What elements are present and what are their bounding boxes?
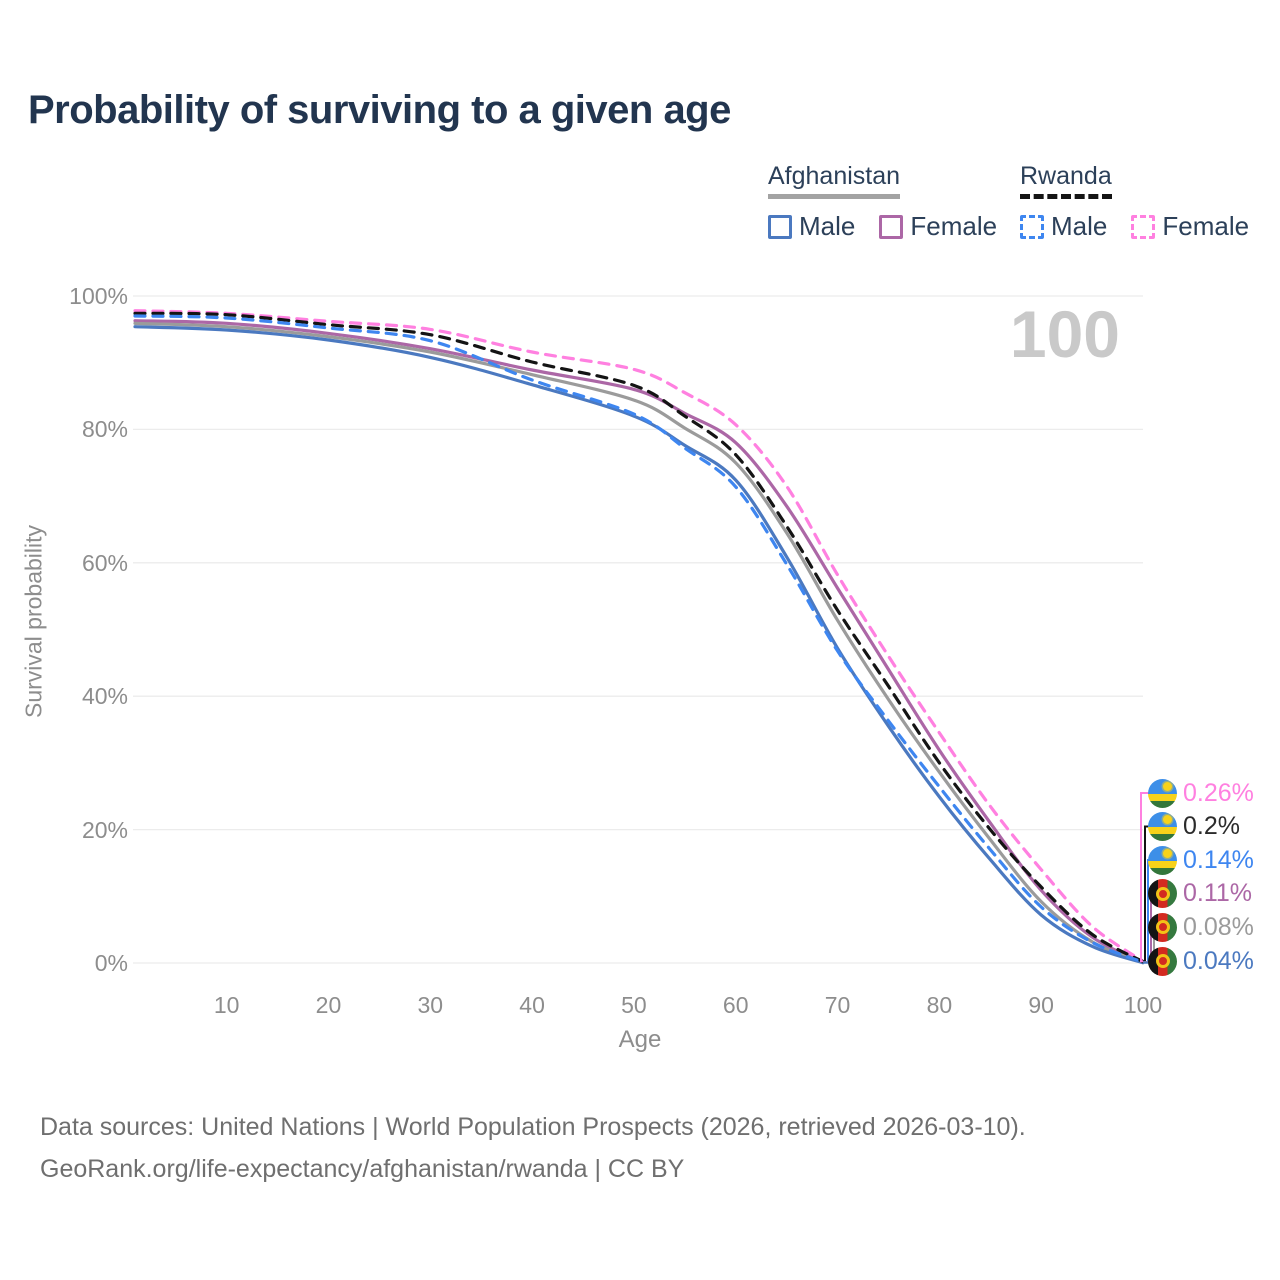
age-watermark: 100 xyxy=(1009,297,1120,371)
leader-line xyxy=(1140,792,1150,963)
legend-item-label: Female xyxy=(910,211,998,241)
y-tick-label: 40% xyxy=(81,683,128,710)
rwanda-flag-icon xyxy=(1148,778,1177,808)
legend-item-label: Male xyxy=(799,211,856,241)
end-label-row[interactable]: 0.08% xyxy=(1148,910,1254,944)
footer-attribution: GeoRank.org/life-expectancy/afghanistan/… xyxy=(40,1155,685,1183)
x-axis-title: Age xyxy=(618,1026,662,1053)
x-tick-label: 10 xyxy=(213,992,240,1018)
x-tick-label: 20 xyxy=(315,992,342,1018)
series-line-rwanda-female[interactable] xyxy=(133,309,1145,963)
legend-swatch-icon xyxy=(879,214,904,239)
legend-item-label: Female xyxy=(1162,211,1250,241)
legend-swatch-icon xyxy=(1131,214,1156,239)
end-label-row[interactable]: 0.14% xyxy=(1148,843,1254,877)
legend-group-afghanistan: Afghanistan Male Female xyxy=(768,162,997,242)
legend-group-rwanda: Rwanda Male Female xyxy=(1020,162,1249,242)
legend-items: Male Female xyxy=(768,211,997,242)
legend-linestyle-dashed xyxy=(1020,194,1112,199)
series-line-afghanistan-female[interactable] xyxy=(133,319,1145,964)
end-value: 0.14% xyxy=(1183,845,1254,874)
end-value: 0.04% xyxy=(1183,946,1254,975)
series-line-rwanda-total[interactable] xyxy=(133,311,1145,964)
end-value: 0.08% xyxy=(1183,912,1254,941)
series-line-afghanistan-male[interactable] xyxy=(133,325,1145,965)
x-tick-label: 90 xyxy=(1028,992,1054,1018)
footer: Data sources: United Nations | World Pop… xyxy=(40,1106,1026,1190)
rwanda-flag-icon xyxy=(1148,845,1177,875)
footer-data-sources: Data sources: United Nations | World Pop… xyxy=(40,1113,1026,1141)
legend-country-rwanda[interactable]: Rwanda xyxy=(1020,162,1112,199)
legend-item-rwanda-female[interactable]: Female xyxy=(1131,211,1249,242)
end-label-row[interactable]: 0.11% xyxy=(1148,877,1252,911)
legend-swatch-icon xyxy=(768,214,792,239)
legend-item-label: Male xyxy=(1051,211,1108,241)
legend-swatch-icon xyxy=(1020,214,1044,239)
afghanistan-flag-icon xyxy=(1148,879,1177,908)
page-title: Probability of surviving to a given age xyxy=(28,88,731,132)
y-axis-title: Survival probability xyxy=(20,524,47,719)
legend-items: Male Female xyxy=(1020,211,1249,242)
x-tick-label: 40 xyxy=(519,992,545,1018)
x-tick-label: 50 xyxy=(621,992,647,1018)
end-label-row[interactable]: 0.2% xyxy=(1148,810,1240,844)
end-value: 0.26% xyxy=(1183,778,1254,807)
legend-country-afghanistan[interactable]: Afghanistan xyxy=(768,162,901,199)
afghanistan-flag-icon xyxy=(1148,912,1177,942)
x-tick-label: 80 xyxy=(926,992,953,1018)
end-label-row[interactable]: 0.04% xyxy=(1148,944,1254,978)
series-line-afghanistan-total[interactable] xyxy=(133,321,1145,965)
y-tick-label: 80% xyxy=(81,416,128,443)
y-tick-label: 100% xyxy=(69,283,128,309)
y-tick-label: 60% xyxy=(81,549,128,576)
legend-item-rwanda-male[interactable]: Male xyxy=(1020,211,1107,242)
afghanistan-flag-icon xyxy=(1148,946,1177,976)
x-tick-label: 70 xyxy=(824,992,851,1018)
legend-item-afghanistan-female[interactable]: Female xyxy=(879,211,997,242)
end-value: 0.2% xyxy=(1183,812,1240,840)
y-tick-label: 20% xyxy=(81,816,128,843)
y-tick-label: 0% xyxy=(94,950,128,976)
series-line-rwanda-male[interactable] xyxy=(133,314,1145,964)
legend-linestyle-solid xyxy=(768,194,901,199)
x-tick-label: 30 xyxy=(417,992,444,1018)
legend-item-afghanistan-male[interactable]: Male xyxy=(768,211,855,242)
end-value: 0.11% xyxy=(1183,879,1253,907)
x-tick-label: 60 xyxy=(722,992,749,1018)
x-tick-label: 100 xyxy=(1123,992,1163,1018)
end-label-row[interactable]: 0.26% xyxy=(1148,776,1254,810)
rwanda-flag-icon xyxy=(1148,812,1177,841)
